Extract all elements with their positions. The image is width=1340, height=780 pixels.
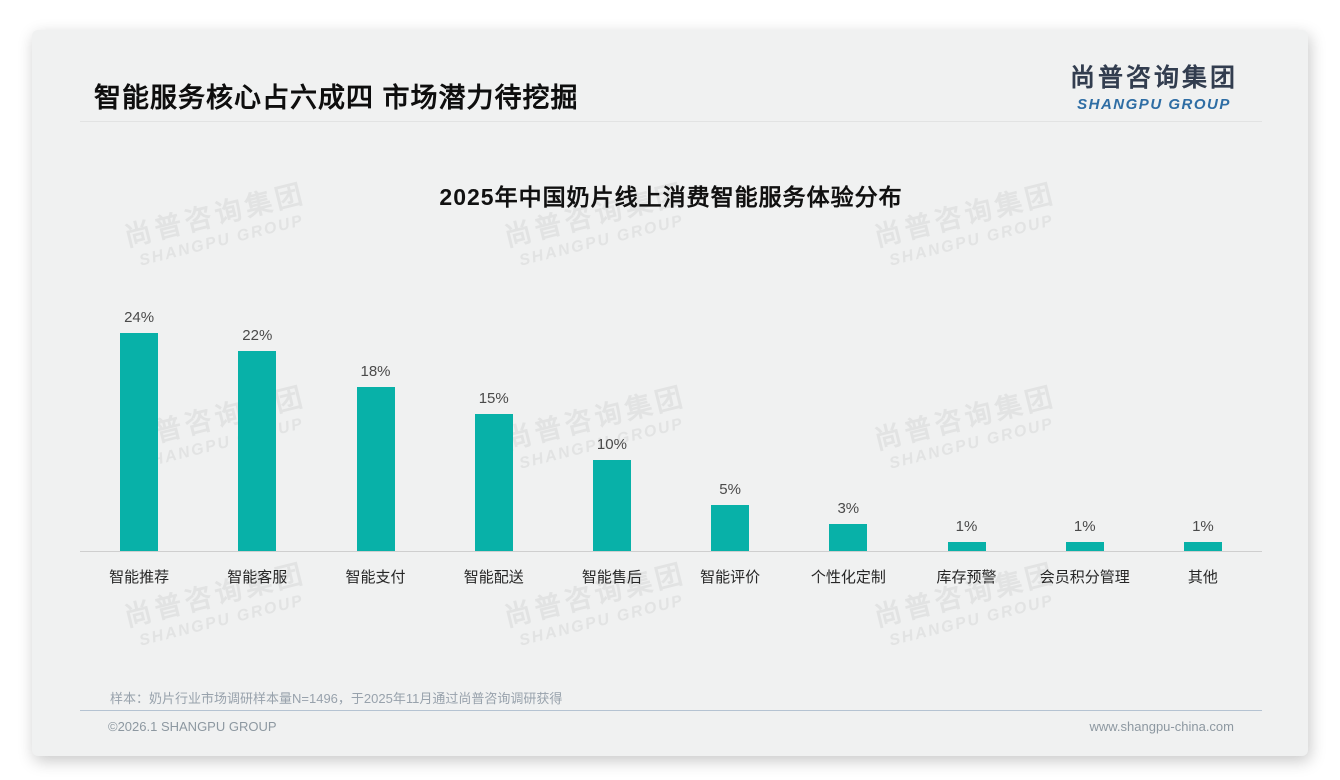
website-url: www.shangpu-china.com	[1089, 719, 1234, 734]
bar-value-label: 1%	[955, 518, 978, 535]
bar-value-label: 1%	[1192, 518, 1214, 535]
bar-value-label: 3%	[837, 500, 860, 517]
bar	[1065, 542, 1104, 551]
bar-column: 22%	[198, 302, 316, 551]
watermark-en-text: SHANGPU GROUP	[887, 212, 1056, 270]
brand-logo-en: SHANGPU GROUP	[1077, 96, 1231, 113]
bar-column: 5%	[671, 302, 789, 551]
category-label: 智能支付	[345, 569, 406, 586]
bar-column: 24%	[80, 302, 198, 551]
bar-chart: 24% 22% 18% 15% 10% 5% 3% 1% 1% 1% 智能推荐 智能客服 智能支付 智能…	[80, 302, 1262, 587]
chart-plot-area: 24% 22% 18% 15% 10% 5% 3% 1% 1% 1%	[80, 302, 1262, 552]
watermark-en-text: SHANGPU GROUP	[517, 592, 686, 650]
category-label: 智能售后	[581, 569, 642, 586]
bar-column: 1%	[1026, 302, 1144, 551]
copyright-text: ©2026.1 SHANGPU GROUP	[108, 719, 277, 734]
bar-value-label: 22%	[242, 327, 273, 344]
category-label: 智能评价	[700, 569, 761, 586]
bar	[356, 387, 395, 551]
bar	[474, 414, 513, 551]
bar-column: 3%	[789, 302, 907, 551]
category-label: 个性化定制	[810, 569, 886, 586]
bar-column: 1%	[907, 302, 1025, 551]
watermark-en-text: SHANGPU GROUP	[887, 592, 1056, 650]
category-label: 其他	[1187, 569, 1218, 586]
bar-column: 1%	[1144, 302, 1262, 551]
slide-card: 尚普咨询集团 SHANGPU GROUP 尚普咨询集团 SHANGPU GROUP 尚普…	[32, 30, 1308, 756]
watermark-en-text: SHANGPU GROUP	[137, 592, 306, 650]
bar-column: 15%	[435, 302, 553, 551]
bar	[829, 524, 868, 551]
watermark-en-text: SHANGPU GROUP	[517, 212, 686, 270]
header-divider	[80, 121, 1262, 122]
bar-value-label: 10%	[596, 436, 627, 453]
bar-value-label: 5%	[719, 481, 741, 498]
footer: ©2026.1 SHANGPU GROUP www.shangpu-china.…	[108, 719, 1234, 734]
bar	[711, 505, 750, 551]
bar-column: 10%	[553, 302, 671, 551]
bar-column: 18%	[316, 302, 434, 551]
footer-divider	[80, 710, 1262, 711]
category-label: 智能推荐	[109, 569, 170, 586]
brand-logo: 尚普咨询集团 SHANGPU GROUP	[1070, 58, 1238, 113]
brand-logo-cn: 尚普咨询集团	[1069, 64, 1238, 92]
bar-value-label: 18%	[360, 363, 391, 380]
chart-title: 2025年中国奶片线上消费智能服务体验分布	[439, 184, 903, 210]
bar	[947, 542, 986, 551]
bar-value-label: 24%	[124, 309, 155, 326]
category-label: 智能客服	[227, 569, 288, 586]
bar-value-label: 15%	[478, 390, 509, 407]
bar	[120, 333, 159, 551]
category-label: 智能配送	[463, 569, 524, 586]
bar	[1183, 542, 1222, 551]
bar-value-label: 1%	[1073, 518, 1096, 535]
bar	[592, 460, 631, 551]
sample-note: 样本：奶片行业市场调研样本量N=1496，于2025年11月通过尚普咨询调研获得	[110, 691, 563, 706]
bar	[238, 351, 277, 551]
chart-category-axis: 智能推荐 智能客服 智能支付 智能配送 智能售后 智能评价 个性化定制 库存预警 会员积分管理 其…	[80, 552, 1262, 587]
watermark-en-text: SHANGPU GROUP	[137, 212, 306, 270]
category-label: 库存预警	[936, 569, 997, 586]
page-title: 智能服务核心占六成四 市场潜力待挖掘	[94, 83, 579, 113]
category-label: 会员积分管理	[1039, 569, 1130, 586]
